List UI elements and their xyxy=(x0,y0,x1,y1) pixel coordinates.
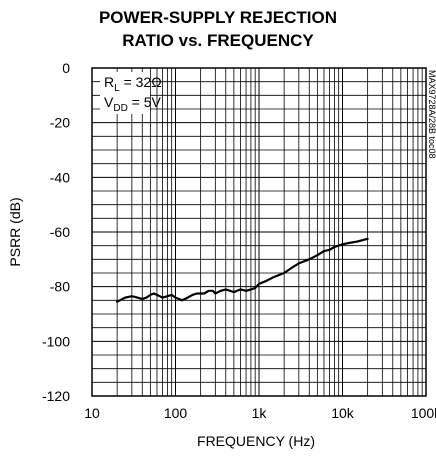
chart-title-line-2: RATIO vs. FREQUENCY xyxy=(122,31,314,50)
series xyxy=(116,237,369,303)
y-tick-label: -20 xyxy=(50,115,70,131)
annotation-vdd-main: V xyxy=(104,94,114,110)
annotation-vdd-value: = 5V xyxy=(128,94,162,110)
tick-labels: 10 100 1k 10k 100k 0 -20 -40 -60 -80 -100 -120 xyxy=(42,60,436,421)
x-tick-label: 100k xyxy=(411,405,436,421)
grid xyxy=(91,67,426,397)
chart-title: POWER-SUPPLY REJECTION RATIO vs. FREQUEN… xyxy=(0,6,436,52)
annotation-background xyxy=(100,72,150,114)
x-axis-label: FREQUENCY (Hz) xyxy=(197,433,315,449)
y-tick-label: 0 xyxy=(62,60,70,76)
y-tick-label: -80 xyxy=(50,279,70,295)
y-axis-label: PSRR (dB) xyxy=(7,197,23,266)
x-tick-label: 1k xyxy=(252,405,268,421)
x-tick-label: 10k xyxy=(331,405,355,421)
y-tick-label: -120 xyxy=(42,388,70,404)
chart-title-line-1: POWER-SUPPLY REJECTION xyxy=(98,8,338,27)
annotation-rl-sub: L xyxy=(114,83,120,94)
annotation-rl-main: R xyxy=(104,74,114,90)
psrr-series-line xyxy=(116,237,369,303)
y-tick-label: -40 xyxy=(50,169,70,185)
x-tick-label: 10 xyxy=(84,405,100,421)
side-code-label: MAX9728A/28B toc08 xyxy=(427,70,436,159)
annotation-rl-value: = 32Ω xyxy=(120,74,162,90)
annotation-box: RL = 32Ω VDD = 5V xyxy=(100,72,162,114)
y-tick-label: -60 xyxy=(50,224,70,240)
annotation-vdd-sub: DD xyxy=(113,103,127,114)
annotation-vdd: VDD = 5V xyxy=(104,94,162,114)
plot-frame xyxy=(91,67,427,397)
annotation-rl: RL = 32Ω xyxy=(104,74,162,94)
x-tick-label: 100 xyxy=(164,405,188,421)
y-tick-label: -100 xyxy=(42,333,70,349)
